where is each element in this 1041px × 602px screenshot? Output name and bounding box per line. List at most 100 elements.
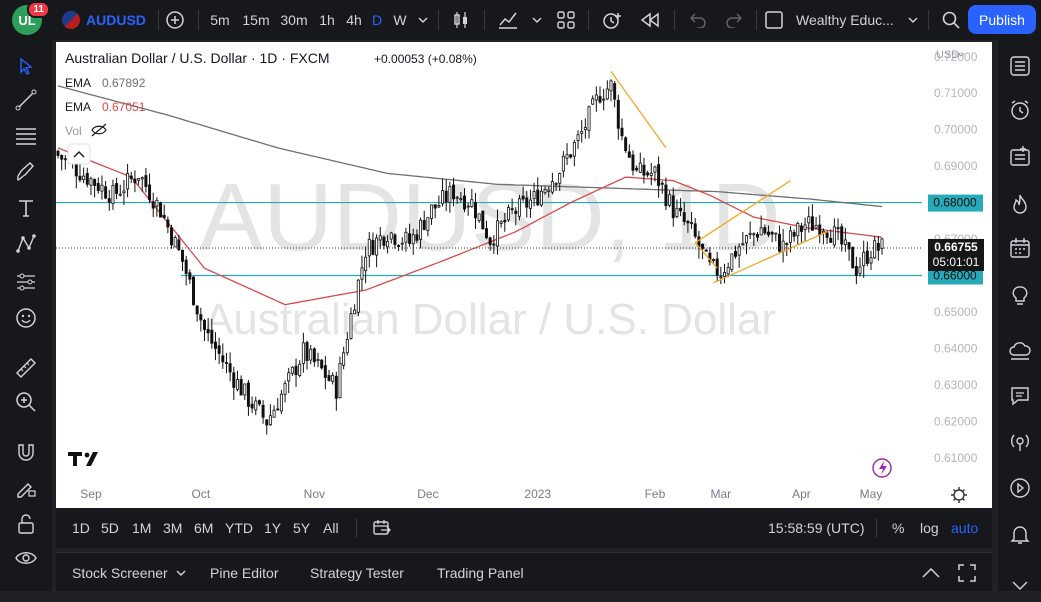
- currency-selector[interactable]: USD: [936, 49, 965, 61]
- zoom-tool[interactable]: [10, 386, 42, 418]
- chats-button[interactable]: [1004, 380, 1036, 412]
- tab-trading-panel[interactable]: Trading Panel: [437, 553, 524, 592]
- percent-scale-toggle[interactable]: %: [892, 508, 904, 548]
- layout-name-button[interactable]: Wealthy Educ...: [796, 0, 898, 40]
- range-6m[interactable]: 6M: [194, 508, 213, 548]
- candle-body: [766, 231, 770, 236]
- tab-pine-editor[interactable]: Pine Editor: [210, 553, 278, 592]
- lightning-badge[interactable]: [872, 458, 892, 478]
- publish-button[interactable]: Publish: [968, 5, 1036, 34]
- undo-button[interactable]: [684, 0, 712, 40]
- magnet-tool[interactable]: [10, 436, 42, 468]
- data-window-button[interactable]: [1004, 140, 1036, 172]
- smiley-icon: [16, 308, 36, 328]
- timeframe-d[interactable]: D: [368, 0, 386, 40]
- stay-drawing-tool[interactable]: [10, 472, 42, 504]
- avatar: UL 11: [12, 1, 50, 35]
- compare-symbol-button[interactable]: [161, 0, 189, 40]
- candle-body: [137, 178, 141, 181]
- alert-button[interactable]: [598, 0, 626, 40]
- tab-strategy-tester[interactable]: Strategy Tester: [310, 553, 404, 592]
- hotlists-button[interactable]: [1004, 188, 1036, 220]
- templates-button[interactable]: [552, 0, 580, 40]
- range-5d[interactable]: 5D: [101, 508, 119, 548]
- hide-drawings-tool[interactable]: [10, 542, 42, 574]
- candle-body: [565, 154, 569, 159]
- range-1m[interactable]: 1M: [132, 508, 151, 548]
- volume-label[interactable]: Vol: [65, 124, 82, 138]
- auto-scale-toggle[interactable]: auto: [951, 508, 978, 548]
- signals-button[interactable]: [1004, 426, 1036, 458]
- ema2-label[interactable]: EMA: [65, 100, 91, 114]
- watchlist-button[interactable]: [1004, 50, 1036, 82]
- range-3m[interactable]: 3M: [163, 508, 182, 548]
- goto-date-button[interactable]: [372, 508, 392, 548]
- lock-drawings-tool[interactable]: [10, 508, 42, 540]
- trendline-tool[interactable]: [10, 84, 42, 116]
- timeframe-15m[interactable]: 15m: [240, 0, 272, 40]
- indicators-dropdown-button[interactable]: [530, 0, 544, 40]
- range-1d[interactable]: 1D: [72, 508, 90, 548]
- range-1y[interactable]: 1Y: [264, 508, 281, 548]
- percent-label: %: [892, 520, 905, 536]
- timeframe-5m[interactable]: 5m: [207, 0, 233, 40]
- timeframe-w[interactable]: W: [390, 0, 410, 40]
- range-all[interactable]: All: [323, 508, 339, 548]
- measure-tool[interactable]: [10, 352, 42, 384]
- prediction-tool[interactable]: [10, 266, 42, 298]
- user-avatar-button[interactable]: UL 11: [10, 0, 50, 40]
- chart-type-button[interactable]: [447, 0, 475, 40]
- hide-volume-button[interactable]: [91, 123, 107, 137]
- timeframe-1h[interactable]: 1h: [315, 0, 339, 40]
- price-chart[interactable]: AUDUSD, 1D Australian Dollar / U.S. Doll…: [56, 42, 992, 508]
- candle-body: [356, 279, 360, 313]
- tab-stock-screener[interactable]: Stock Screener: [72, 553, 168, 592]
- alerts-button[interactable]: [1004, 94, 1036, 126]
- symbol-search-button[interactable]: AUDUSD: [62, 0, 152, 40]
- ideas-button[interactable]: [1004, 280, 1036, 312]
- replay-button[interactable]: [636, 0, 664, 40]
- candle-body: [202, 319, 206, 330]
- stock-screener-dropdown[interactable]: [176, 553, 186, 592]
- divider: [756, 10, 757, 30]
- candle-body: [129, 175, 133, 179]
- collapse-legend-button[interactable]: [67, 143, 91, 165]
- search-button[interactable]: [937, 0, 965, 40]
- icons-tool[interactable]: [10, 302, 42, 334]
- chart-pane[interactable]: AUDUSD, 1D Australian Dollar / U.S. Doll…: [56, 42, 992, 508]
- streams-button[interactable]: [1004, 334, 1036, 366]
- broadcast-icon: [1011, 434, 1029, 451]
- replay-panel-button[interactable]: [1004, 472, 1036, 504]
- timeframe-4h[interactable]: 4h: [342, 0, 366, 40]
- time-tick-label: Mar: [711, 487, 732, 501]
- timezone-button[interactable]: 15:58:59 (UTC): [768, 508, 864, 548]
- chart-settings-button[interactable]: [951, 487, 967, 503]
- tradingview-logo[interactable]: [68, 452, 98, 466]
- layout-checkbox[interactable]: [762, 0, 786, 40]
- brush-tool[interactable]: [10, 156, 42, 188]
- log-scale-toggle[interactable]: log: [920, 508, 939, 548]
- time-axis[interactable]: Sep Oct Nov Dec 2023 Feb Mar Apr May: [80, 487, 882, 501]
- patterns-tool[interactable]: [10, 228, 42, 260]
- maximize-panel-button[interactable]: [958, 553, 976, 592]
- cursor-tool[interactable]: [10, 50, 42, 82]
- range-ytd[interactable]: YTD: [225, 508, 253, 548]
- fib-tool[interactable]: [10, 120, 42, 152]
- candle-body: [265, 419, 269, 426]
- sidebar-expand-button[interactable]: [1004, 570, 1036, 602]
- layout-dropdown-button[interactable]: [904, 0, 922, 40]
- expand-panel-button[interactable]: [922, 553, 940, 592]
- trendline-drawings[interactable]: [610, 70, 828, 284]
- text-tool[interactable]: [10, 192, 42, 224]
- range-5y[interactable]: 5Y: [293, 508, 310, 548]
- indicators-button[interactable]: [494, 0, 522, 40]
- calendar-button[interactable]: [1004, 232, 1036, 264]
- notifications-button[interactable]: [1004, 518, 1036, 550]
- ema1-label[interactable]: EMA: [65, 76, 91, 90]
- bell-icon: [1010, 526, 1030, 544]
- timeframe-30m[interactable]: 30m: [278, 0, 310, 40]
- timeframe-dropdown-button[interactable]: [414, 0, 432, 40]
- redo-button[interactable]: [720, 0, 748, 40]
- lightbulb-icon: [1012, 286, 1028, 305]
- timeframe-label: 15m: [242, 12, 270, 28]
